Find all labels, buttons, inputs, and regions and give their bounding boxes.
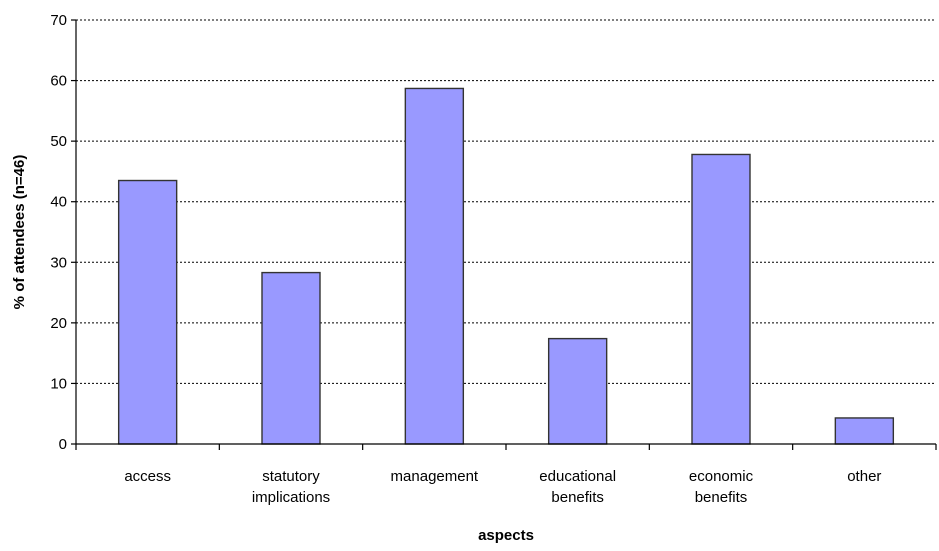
y-tick-label: 20 (50, 315, 67, 332)
x-tick-label: statutory implications (252, 468, 330, 506)
y-tick-label: 40 (50, 194, 67, 211)
bar (834, 417, 895, 445)
x-tick-label: management (391, 468, 479, 485)
bar (404, 87, 465, 445)
bar (547, 337, 608, 445)
y-tick-label: 0 (59, 436, 67, 453)
bar (117, 179, 178, 445)
y-tick-label: 60 (50, 73, 67, 90)
y-tick-label: 10 (50, 375, 67, 392)
y-tick-label: 50 (50, 133, 67, 150)
x-tick-labels: access statutory implications management edu… (75, 444, 937, 506)
x-tick-label: other (847, 468, 881, 485)
y-tick-label: 70 (50, 12, 67, 29)
bar (691, 153, 751, 445)
bars (117, 87, 895, 445)
bar (261, 271, 321, 445)
y-axis-title: % of attendees (n=46) (11, 155, 28, 310)
y-tick-labels: 0 10 20 30 40 50 60 70 (50, 12, 76, 453)
x-tick-label: educational benefits (539, 468, 616, 506)
y-tick-label: 30 (50, 254, 67, 271)
x-axis-title: aspects (478, 527, 534, 544)
gridlines (76, 19, 936, 384)
x-tick-label: access (124, 468, 171, 485)
x-tick-label: economic benefits (689, 468, 754, 506)
axes (75, 20, 936, 445)
